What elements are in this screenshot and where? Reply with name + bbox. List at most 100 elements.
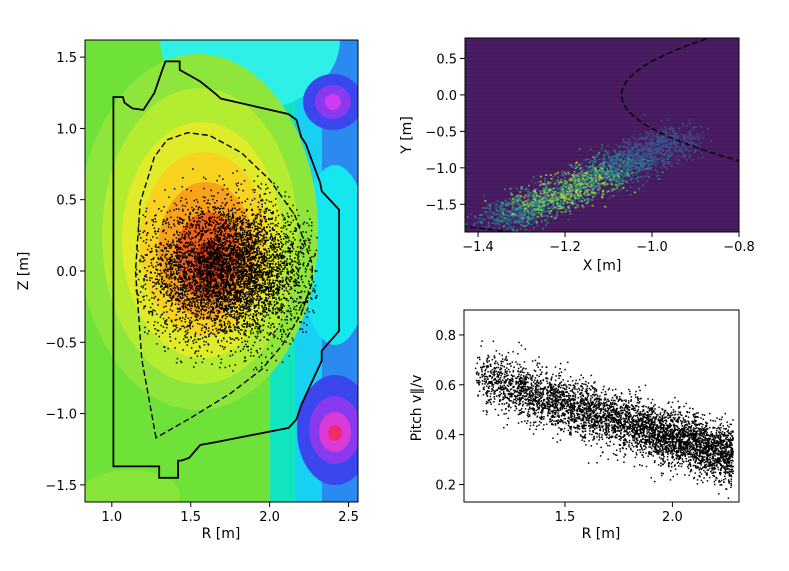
particle-marker — [207, 274, 210, 276]
particle-marker — [233, 282, 236, 284]
particle-marker — [177, 295, 179, 298]
particle-marker — [192, 298, 194, 300]
particle-marker — [246, 250, 248, 252]
particle-marker — [209, 266, 211, 268]
particle-marker — [247, 286, 249, 288]
particle-marker — [160, 264, 162, 267]
particle-marker — [248, 310, 250, 312]
particle-marker — [202, 289, 204, 291]
particle-marker — [195, 258, 198, 261]
particle-marker — [222, 242, 225, 244]
particle-marker — [181, 278, 183, 280]
particle-marker — [198, 286, 200, 288]
particle-marker — [258, 270, 260, 273]
particle-marker — [146, 332, 149, 335]
particle-marker — [185, 333, 188, 335]
particle-marker — [229, 290, 231, 292]
particle-marker — [185, 228, 187, 230]
particle-marker — [279, 264, 282, 267]
particle-marker — [190, 287, 192, 290]
particle-marker — [195, 227, 197, 230]
particle-marker — [195, 286, 197, 288]
particle-marker — [151, 264, 153, 267]
particle-marker — [170, 285, 173, 287]
particle-marker — [223, 309, 225, 311]
particle-marker — [223, 215, 225, 217]
particle-marker — [276, 209, 278, 212]
particle-marker — [142, 256, 144, 258]
particle-marker — [218, 319, 221, 321]
particle-marker — [201, 273, 203, 275]
particle-marker — [217, 282, 220, 284]
particle-marker — [269, 226, 271, 228]
particle-marker — [283, 312, 286, 314]
particle-marker — [157, 264, 159, 266]
particle-marker — [210, 250, 212, 252]
particle-marker — [263, 306, 266, 308]
particle-marker — [313, 311, 315, 314]
particle-marker — [240, 183, 243, 185]
particle-marker — [278, 265, 280, 267]
particle-marker — [204, 259, 207, 261]
particle-marker — [297, 269, 299, 272]
particle-marker — [252, 323, 254, 325]
particle-marker — [308, 260, 311, 262]
particle-marker — [226, 226, 229, 229]
particle-marker — [220, 308, 223, 310]
particle-marker — [189, 304, 191, 306]
particle-marker — [240, 297, 242, 300]
particle-marker — [246, 271, 248, 274]
particle-marker — [177, 254, 179, 257]
particle-marker — [258, 356, 261, 358]
particle-marker — [217, 295, 220, 297]
particle-marker — [249, 323, 251, 325]
particle-marker — [302, 237, 305, 239]
particle-marker — [275, 234, 277, 236]
particle-marker — [215, 248, 218, 250]
particle-marker — [226, 294, 229, 296]
particle-marker — [288, 292, 290, 295]
particle-marker — [214, 294, 217, 296]
particle-marker — [207, 282, 210, 284]
particle-marker — [244, 340, 246, 342]
particle-marker — [154, 272, 156, 274]
particle-marker — [264, 243, 266, 245]
particle-marker — [283, 330, 285, 332]
particle-marker — [266, 231, 268, 234]
particle-marker — [208, 276, 211, 278]
particle-marker — [209, 274, 211, 277]
particle-marker — [252, 332, 254, 334]
particle-marker — [259, 271, 262, 273]
particle-marker — [223, 266, 225, 269]
particle-marker — [280, 238, 282, 241]
particle-marker — [206, 350, 209, 352]
particle-marker — [163, 288, 165, 291]
particle-marker — [265, 293, 267, 295]
particle-marker — [213, 292, 215, 294]
particle-marker — [295, 305, 298, 307]
particle-marker — [209, 244, 212, 246]
particle-marker — [144, 283, 147, 286]
particle-marker — [256, 217, 258, 219]
particle-marker — [182, 308, 185, 310]
particle-marker — [210, 311, 212, 313]
particle-marker — [209, 203, 211, 205]
particle-marker — [244, 231, 246, 233]
particle-marker — [190, 307, 192, 310]
particle-marker — [186, 225, 189, 228]
particle-marker — [279, 236, 281, 238]
particle-marker — [241, 241, 243, 244]
particle-marker — [222, 337, 225, 339]
particle-marker — [223, 184, 226, 186]
particle-marker — [181, 204, 184, 207]
particle-marker — [233, 270, 235, 272]
particle-marker — [191, 285, 193, 287]
particle-marker — [149, 279, 151, 282]
particle-marker — [285, 264, 287, 266]
particle-marker — [243, 298, 246, 301]
particle-marker — [145, 210, 147, 213]
particle-marker — [301, 275, 303, 277]
particle-marker — [272, 309, 274, 311]
particle-marker — [236, 292, 238, 294]
particle-marker — [254, 291, 256, 293]
